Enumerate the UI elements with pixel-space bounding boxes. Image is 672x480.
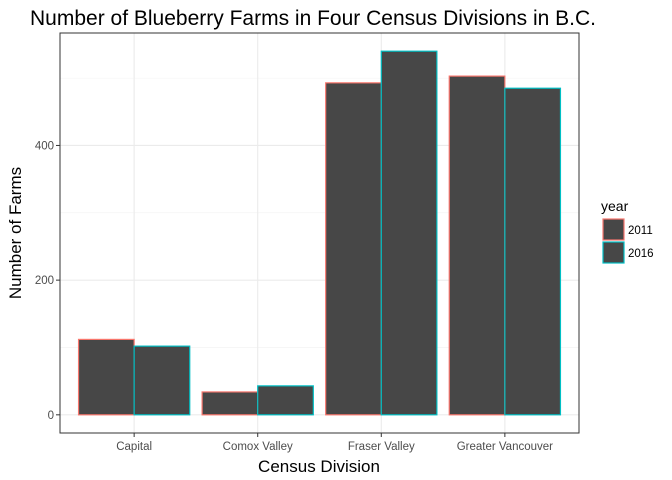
legend-key-2016 [602,241,625,264]
bar-2016 [257,385,314,416]
y-tick-label: 400 [35,140,54,152]
x-axis-title: Census Division [258,457,380,476]
bars [77,50,562,416]
legend-title: year [601,198,629,214]
y-tick-label: 0 [48,410,54,422]
legend: year 2011 2016 [601,198,654,264]
x-axis: Capital Comox Valley Fraser Valley Greater … [116,433,553,453]
bar-2011 [201,391,259,416]
bar-2016 [504,87,562,416]
chart-title: Number of Blueberry Farms in Four Census… [30,7,596,30]
legend-label-2016: 2016 [628,248,654,260]
bar-2011 [448,75,506,416]
legend-label-2011: 2011 [628,225,653,237]
y-axis-title: Number of Farms [6,167,25,299]
y-tick-label: 200 [35,275,54,287]
plot-border [59,32,580,434]
legend-key-2011 [602,218,625,241]
bar-2011 [325,82,382,416]
x-tick-label: Fraser Valley [348,441,415,453]
x-tick-label: Greater Vancouver [457,441,553,453]
x-tick-label: Capital [116,441,152,453]
bar-2016 [133,345,191,416]
y-axis: 0 200 400 [35,140,60,422]
bar-2016 [380,50,438,416]
bar-2011 [77,338,135,416]
x-tick-label: Comox Valley [223,441,293,453]
